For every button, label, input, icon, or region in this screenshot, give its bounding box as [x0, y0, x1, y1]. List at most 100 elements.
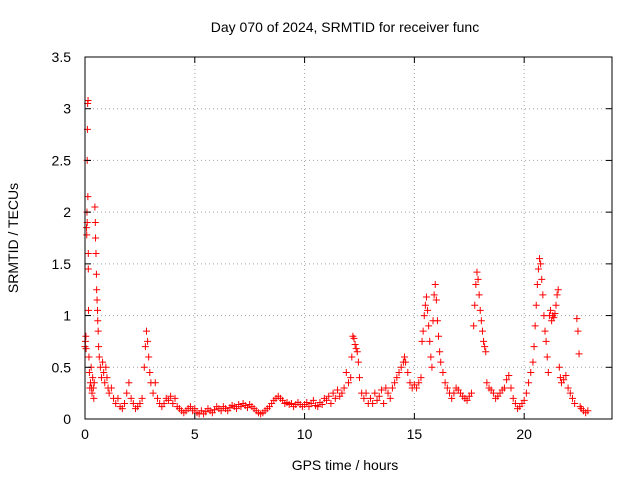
- data-point: [112, 399, 120, 407]
- data-point: [331, 394, 339, 402]
- data-point: [450, 389, 458, 397]
- data-point: [217, 407, 225, 415]
- data-point: [136, 399, 144, 407]
- data-point: [415, 379, 423, 387]
- data-point: [351, 341, 359, 349]
- data-point: [472, 281, 480, 289]
- data-point: [568, 394, 576, 402]
- data-point: [400, 353, 408, 361]
- data-point: [431, 281, 439, 289]
- data-point: [84, 265, 92, 273]
- data-point: [463, 396, 471, 404]
- data-point: [342, 368, 350, 376]
- data-point: [167, 392, 175, 400]
- data-point: [406, 379, 414, 387]
- data-point: [142, 327, 150, 335]
- data-point: [84, 193, 92, 201]
- data-point: [164, 396, 172, 404]
- axis-ticks: [84, 56, 612, 420]
- data-point: [420, 312, 428, 320]
- data-point: [95, 353, 103, 361]
- data-point: [84, 250, 92, 258]
- data-point: [417, 374, 425, 382]
- data-point: [94, 327, 102, 335]
- data-point: [90, 394, 98, 402]
- data-point: [380, 399, 388, 407]
- data-point: [397, 363, 405, 371]
- data-point: [151, 379, 159, 387]
- data-point: [428, 363, 436, 371]
- data-point: [443, 384, 451, 392]
- data-point: [538, 275, 546, 283]
- data-point: [441, 379, 449, 387]
- data-point: [542, 337, 550, 345]
- data-point: [544, 368, 552, 376]
- data-point: [329, 389, 337, 397]
- data-point: [571, 399, 579, 407]
- data-point: [393, 374, 401, 382]
- data-point: [375, 392, 383, 400]
- data-point: [551, 310, 559, 318]
- data-point: [121, 399, 129, 407]
- data-point: [127, 394, 135, 402]
- x-tick-label: 0: [81, 426, 89, 442]
- data-point: [575, 350, 583, 358]
- data-point: [140, 363, 148, 371]
- y-tick-label: 1.5: [52, 256, 72, 272]
- data-point: [153, 394, 161, 402]
- data-point: [435, 332, 443, 340]
- data-point: [83, 231, 91, 239]
- plot-frame: [84, 56, 613, 420]
- data-point: [436, 348, 444, 356]
- data-point: [532, 301, 540, 309]
- data-point: [82, 332, 90, 340]
- data-point: [433, 317, 441, 325]
- data-point: [527, 368, 535, 376]
- data-point: [564, 384, 572, 392]
- data-point: [91, 203, 99, 211]
- y-tick-label: 0: [63, 411, 71, 427]
- data-point: [421, 301, 429, 309]
- data-point: [534, 265, 542, 273]
- data-point: [573, 315, 581, 323]
- data-point: [531, 322, 539, 330]
- data-point: [419, 327, 427, 335]
- data-point: [439, 368, 447, 376]
- y-tick-label: 2: [63, 204, 71, 220]
- data-point: [191, 405, 199, 413]
- data-point: [500, 384, 508, 392]
- data-point: [93, 286, 101, 294]
- data-point: [505, 372, 513, 380]
- data-point: [539, 291, 547, 299]
- data-point: [355, 374, 363, 382]
- data-point: [171, 394, 179, 402]
- data-point: [114, 394, 122, 402]
- data-point: [366, 394, 374, 402]
- data-point: [507, 384, 515, 392]
- data-point: [350, 334, 358, 342]
- data-point: [318, 401, 326, 409]
- data-point: [146, 368, 154, 376]
- data-point: [84, 96, 92, 104]
- data-point: [169, 399, 177, 407]
- data-point: [118, 405, 126, 413]
- data-point: [123, 389, 131, 397]
- data-point: [555, 363, 563, 371]
- data-point: [186, 403, 194, 411]
- data-point: [85, 353, 93, 361]
- data-point: [353, 348, 361, 356]
- data-point: [141, 343, 149, 351]
- data-point: [354, 358, 362, 366]
- data-point: [426, 337, 434, 345]
- data-point: [489, 389, 497, 397]
- data-point: [391, 379, 399, 387]
- data-point: [566, 389, 574, 397]
- data-point: [432, 296, 440, 304]
- data-point: [369, 399, 377, 407]
- data-point: [160, 399, 168, 407]
- data-point: [437, 358, 445, 366]
- data-point: [95, 343, 103, 351]
- data-point: [537, 260, 545, 268]
- data-point: [388, 384, 396, 392]
